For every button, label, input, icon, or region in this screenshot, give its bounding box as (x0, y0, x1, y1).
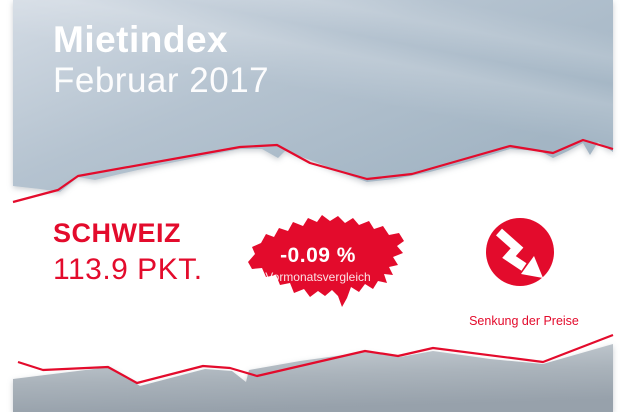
region-label: SCHWEIZ (53, 218, 181, 248)
change-comparison-label: Vormonatsvergleich (265, 270, 371, 284)
index-value: 113.9 PKT. (53, 252, 203, 286)
page-subtitle: Februar 2017 (53, 60, 270, 100)
switzerland-map-icon (248, 215, 404, 307)
region-stats: SCHWEIZ 113.9 PKT. (53, 218, 203, 286)
falling-arrow-icon (486, 218, 554, 286)
page-title: Mietindex (53, 19, 229, 60)
bottom-red-trend-line (17, 333, 614, 385)
change-value: -0.09 % (280, 244, 356, 267)
trend-label: Senkung der Preise (469, 314, 579, 328)
top-red-trend-line (12, 138, 614, 204)
header: Mietindex Februar 2017 (53, 20, 269, 100)
map-block: -0.09 % Vormonatsvergleich (242, 212, 410, 312)
top-band-torn-paper (13, 0, 613, 192)
map-change-block: -0.09 % Vormonatsvergleich (242, 244, 394, 284)
bottom-band-torn-paper (13, 344, 613, 412)
